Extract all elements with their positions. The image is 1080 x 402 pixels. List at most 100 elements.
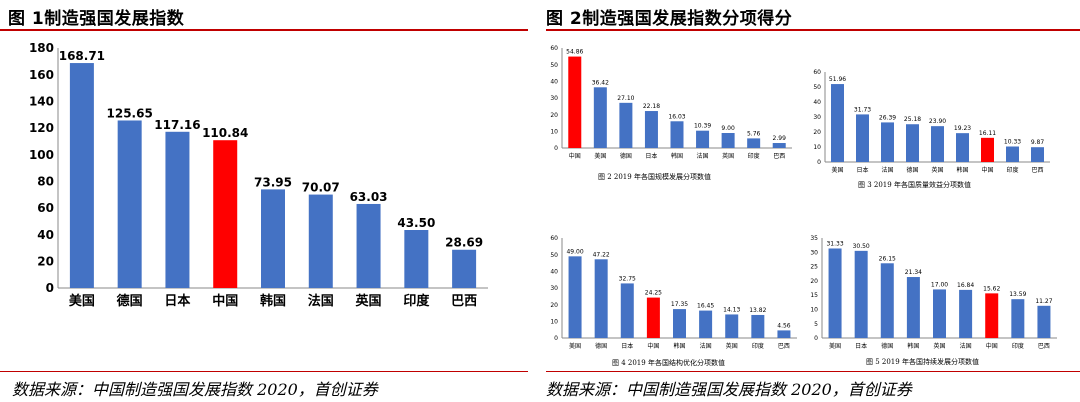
x-tick-label: 韩国 [260, 293, 286, 309]
data-label: 10.39 [694, 123, 711, 130]
y-tick-label: 60 [37, 201, 54, 215]
x-tick-label: 法国 [308, 293, 334, 309]
x-tick-label: 德国 [595, 342, 607, 350]
y-tick-label: 30 [550, 95, 558, 102]
data-label: 117.16 [154, 118, 200, 132]
chart-quality: 0 10 20 30 40 50 60 51.96 美国 31.73 日本 26.39 法国 25.18 德… [813, 69, 1050, 174]
y-tick-label: 10 [813, 144, 821, 151]
data-label: 16.84 [957, 282, 974, 289]
x-tick-label: 中国 [569, 152, 581, 160]
data-label: 32.75 [619, 275, 636, 282]
data-label: 49.00 [566, 248, 583, 255]
data-label: 16.11 [979, 130, 996, 137]
y-tick-label: 30 [810, 249, 818, 256]
data-label: 54.86 [566, 49, 583, 56]
y-tick-label: 40 [813, 99, 821, 106]
bar-法国 [881, 122, 894, 162]
data-label: 47.22 [593, 251, 610, 258]
x-tick-label: 美国 [69, 293, 95, 309]
bar-德国 [117, 120, 142, 288]
bar-印度 [751, 314, 765, 338]
x-tick-label: 日本 [621, 342, 633, 350]
bar-美国 [831, 84, 844, 162]
bar-中国 [213, 140, 238, 288]
y-tick-label: 5 [814, 321, 818, 328]
bar-中国 [981, 137, 994, 162]
y-tick-label: 0 [46, 281, 54, 295]
x-tick-label: 印度 [1012, 342, 1024, 350]
chart-main: 0 20 40 60 80 100 120 140 160 180 168.71 美国 125.65 德国… [29, 41, 488, 309]
bar-巴西 [1031, 147, 1044, 162]
x-tick-label: 中国 [647, 342, 659, 350]
x-tick-label: 美国 [829, 342, 841, 350]
x-tick-label: 巴西 [1038, 343, 1050, 350]
x-tick-label: 韩国 [673, 342, 685, 350]
y-tick-label: 30 [813, 114, 821, 121]
x-tick-label: 美国 [569, 342, 581, 350]
y-tick-label: 100 [29, 148, 54, 162]
bar-法国 [699, 310, 713, 338]
chart-structure: 0 10 20 30 40 50 60 49.00 美国 47.22 德国 32.75 日本 24.25 中… [550, 235, 797, 350]
bar-英国 [931, 126, 944, 162]
data-label: 31.33 [826, 240, 843, 247]
title-rule-left [0, 29, 528, 31]
data-label: 19.23 [954, 125, 971, 132]
bar-德国 [880, 263, 894, 338]
caption-quality: 图 3 2019 年各国质量效益分项数值 [858, 181, 971, 189]
caption-sustain: 图 5 2019 年各国持续发展分项数值 [866, 358, 979, 366]
y-tick-label: 30 [550, 285, 558, 292]
data-label: 5.76 [747, 130, 761, 137]
bar-韩国 [670, 121, 684, 148]
y-tick-label: 20 [550, 302, 558, 309]
data-label: 15.62 [983, 285, 1000, 292]
data-label: 125.65 [107, 106, 153, 120]
bar-美国 [568, 256, 582, 338]
x-tick-label: 日本 [645, 152, 657, 160]
y-tick-label: 35 [810, 235, 818, 242]
x-tick-label: 印度 [752, 342, 764, 350]
data-label: 110.84 [202, 126, 248, 140]
bar-德国 [906, 124, 919, 162]
bar-日本 [854, 250, 868, 338]
data-label: 9.00 [721, 125, 735, 132]
x-tick-label: 美国 [831, 166, 843, 174]
y-tick-label: 60 [813, 69, 821, 76]
bar-巴西 [452, 249, 477, 288]
data-label: 51.96 [829, 76, 846, 83]
y-tick-label: 0 [814, 335, 818, 342]
bar-美国 [593, 87, 607, 148]
y-tick-label: 60 [550, 235, 558, 242]
data-label: 36.42 [592, 79, 609, 86]
bar-法国 [959, 289, 973, 338]
y-tick-label: 0 [554, 335, 558, 342]
y-tick-label: 20 [813, 129, 821, 136]
bar-印度 [1006, 146, 1019, 162]
y-tick-label: 40 [550, 78, 558, 85]
data-label: 16.45 [697, 303, 714, 310]
x-tick-label: 巴西 [778, 343, 790, 350]
x-tick-label: 日本 [855, 342, 867, 350]
y-tick-label: 50 [550, 62, 558, 69]
data-label: 17.35 [671, 301, 688, 308]
data-label: 26.39 [879, 114, 896, 121]
data-label: 168.71 [59, 49, 105, 63]
y-tick-label: 10 [550, 128, 558, 135]
y-tick-label: 80 [37, 175, 54, 189]
y-tick-label: 140 [29, 95, 54, 109]
figure-2-title: 图 2制造强国发展指数分项得分 [546, 9, 793, 29]
y-tick-label: 160 [29, 68, 54, 82]
bar-英国 [725, 314, 739, 338]
bar-中国 [646, 297, 660, 338]
chart-sustain: 0 5 10 15 20 25 30 35 31.33 美国 30.50 日本 26.15 德国 21.34… [810, 235, 1057, 350]
x-tick-label: 韩国 [956, 166, 968, 174]
data-label: 23.90 [929, 118, 946, 125]
bar-巴西 [772, 143, 786, 148]
data-label: 9.87 [1031, 139, 1045, 146]
bar-美国 [69, 63, 94, 289]
x-tick-label: 英国 [726, 342, 738, 350]
data-label: 27.10 [617, 95, 634, 102]
x-tick-label: 巴西 [773, 153, 785, 160]
data-label: 10.33 [1004, 139, 1021, 146]
y-tick-label: 10 [810, 307, 818, 314]
y-tick-label: 0 [554, 145, 558, 152]
